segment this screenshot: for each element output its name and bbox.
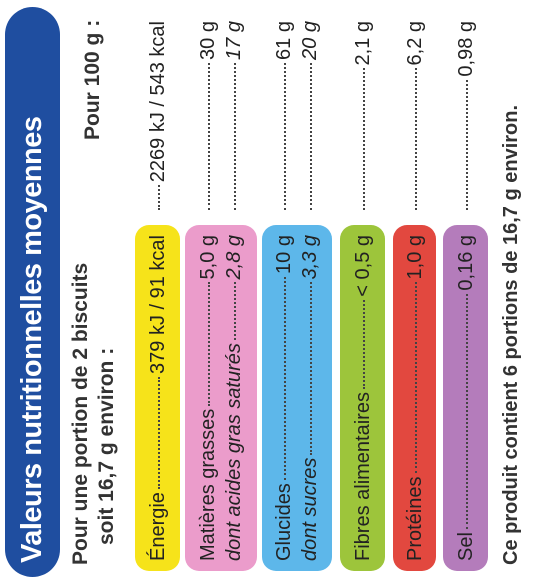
line: 20 g <box>297 21 323 213</box>
line: 6,2 g <box>402 21 428 213</box>
value: 30 g <box>197 21 219 60</box>
label: Glucides <box>273 483 295 561</box>
line: 30 g <box>195 21 221 213</box>
label: Sel <box>454 532 477 561</box>
label: Énergie <box>146 492 169 561</box>
line: Glucides 10 g <box>271 235 297 561</box>
portion-header: Pour une portion de 2 biscuits soit 16,7 … <box>68 263 120 565</box>
nutrient-row: Sel 0,16 g 0,98 g <box>443 0 488 585</box>
label: Matières grasses <box>197 408 219 561</box>
per100-header: Pour 100 g : <box>81 19 104 140</box>
nutrient-pill: Sel 0,16 g <box>443 225 488 571</box>
value: 379 kJ / 91 kcal <box>146 235 169 374</box>
line: 2,1 g <box>350 21 376 213</box>
per100-cell: 6,2 g <box>393 15 436 219</box>
leader <box>157 185 160 210</box>
footer: Ce produit contient 6 portions de 16,7 g… <box>500 104 522 565</box>
leader <box>465 293 468 530</box>
value: 1,0 g <box>403 235 426 280</box>
value: 6,2 g <box>403 21 426 66</box>
value: 0,98 g <box>454 21 477 77</box>
per100-cell: 30 g 17 g <box>185 15 257 219</box>
leader <box>414 282 417 474</box>
line: Sel 0,16 g <box>453 235 479 561</box>
line: 17 g <box>221 21 247 213</box>
label: Protéines <box>403 476 426 562</box>
value: 20 g <box>299 21 321 60</box>
nutrient-pill: Énergie 379 kJ / 91 kcal <box>135 225 180 571</box>
line: Énergie 379 kJ / 91 kcal <box>145 235 171 561</box>
nutrient-pill: Glucides 10 g dont sucres 3,3 g <box>262 225 332 571</box>
line: 2269 kJ / 543 kcal <box>145 21 171 213</box>
value: 2269 kJ / 543 kcal <box>146 21 169 183</box>
value: < 0,5 g <box>351 235 374 297</box>
portion-note: soit 16,7 g environ : <box>95 347 118 545</box>
line: 61 g <box>271 21 297 213</box>
value: 17 g <box>223 21 245 60</box>
value: 10 g <box>273 235 295 274</box>
line: Protéines 1,0 g <box>402 235 428 561</box>
portion-text: Pour une portion de 2 biscuits <box>69 262 92 565</box>
leader <box>234 282 236 341</box>
value: 5,0 g <box>197 235 219 280</box>
leader <box>284 62 286 210</box>
title: Valeurs nutritionnelles moyennes <box>5 7 60 577</box>
value: 2,8 g <box>223 235 245 280</box>
per100-cell: 2,1 g <box>340 15 385 219</box>
value: 2,1 g <box>351 21 374 66</box>
nutrient-pill: Protéines 1,0 g <box>393 225 436 571</box>
leader <box>465 79 468 210</box>
label: Fibres alimentaires <box>351 392 374 561</box>
nutrient-pill: Fibres alimentaires < 0,5 g <box>340 225 385 571</box>
nutrient-row: Énergie 379 kJ / 91 kcal 2269 kJ / 543 kca… <box>135 0 180 585</box>
leader <box>208 282 210 406</box>
per100-cell: 0,98 g <box>443 15 488 219</box>
line: dont acides gras saturés 2,8 g <box>221 235 247 561</box>
value: 0,16 g <box>454 235 477 291</box>
leader <box>310 62 312 210</box>
leader <box>284 276 286 481</box>
line: 0,98 g <box>453 21 479 213</box>
nutrient-row: Fibres alimentaires < 0,5 g 2,1 g <box>340 0 385 585</box>
value: 61 g <box>273 21 295 60</box>
leader <box>414 68 417 210</box>
per100-cell: 61 g 20 g <box>262 15 332 219</box>
nutrient-row: Matières grasses 5,0 g dont acides gras sa… <box>185 0 257 585</box>
leader <box>157 376 160 490</box>
line: dont sucres 3,3 g <box>297 235 323 561</box>
leader <box>362 68 365 210</box>
leader <box>208 62 210 210</box>
leader <box>234 62 236 210</box>
line: Matières grasses 5,0 g <box>195 235 221 561</box>
nutrient-pill: Matières grasses 5,0 g dont acides gras sa… <box>185 225 257 571</box>
nutrient-row: Protéines 1,0 g 6,2 g <box>393 0 436 585</box>
per100-cell: 2269 kJ / 543 kcal <box>135 15 180 219</box>
nutrient-row: Glucides 10 g dont sucres 3,3 g 61 g 20 g <box>262 0 332 585</box>
label: dont acides gras saturés <box>223 343 245 561</box>
label: dont sucres <box>299 457 321 561</box>
leader <box>310 282 312 455</box>
value: 3,3 g <box>299 235 321 280</box>
leader <box>362 299 365 390</box>
line: Fibres alimentaires < 0,5 g <box>350 235 376 561</box>
